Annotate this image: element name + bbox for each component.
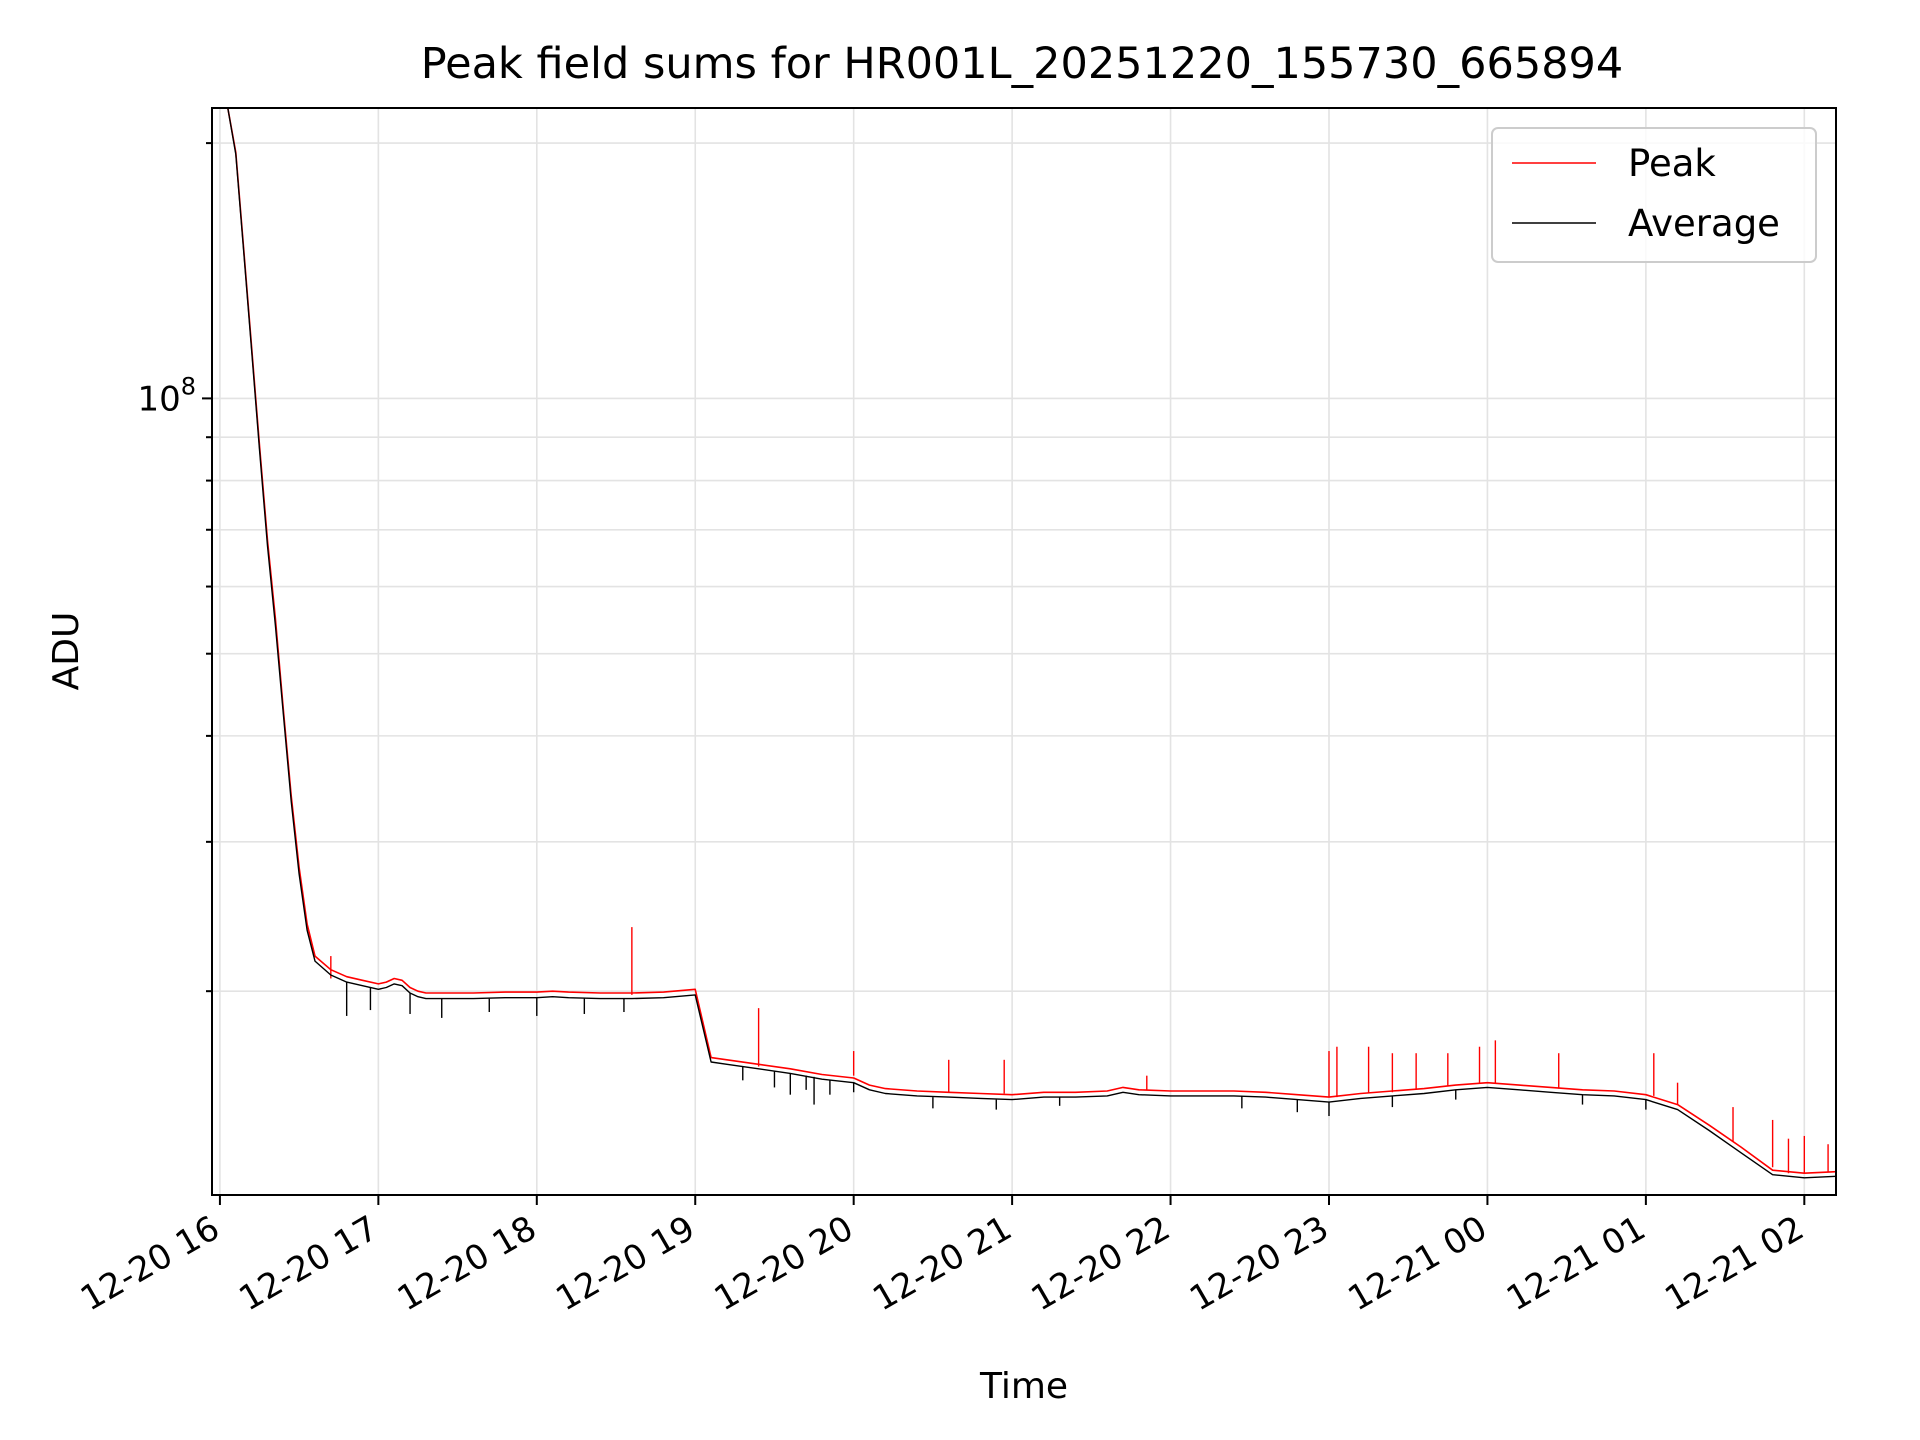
plot-frame <box>211 107 1837 1196</box>
legend-peak-label: Peak <box>1628 142 1716 185</box>
legend-average-label: Average <box>1628 202 1780 245</box>
y-tick-mantissa: 10 <box>137 379 180 419</box>
peak-series-line <box>227 108 1836 1174</box>
y-tick-label: 108 <box>137 372 196 419</box>
legend: Peak Average <box>1491 127 1817 263</box>
gridlines <box>212 108 1836 1195</box>
legend-box <box>1491 127 1817 263</box>
y-tick-exponent: 8 <box>181 372 196 400</box>
y-axis-label: ADU <box>46 612 87 691</box>
chart-title: Peak field sums for HR001L_20251220_1557… <box>421 39 1624 89</box>
x-axis-label: Time <box>979 1366 1068 1407</box>
plot-area-data <box>227 108 1836 1179</box>
